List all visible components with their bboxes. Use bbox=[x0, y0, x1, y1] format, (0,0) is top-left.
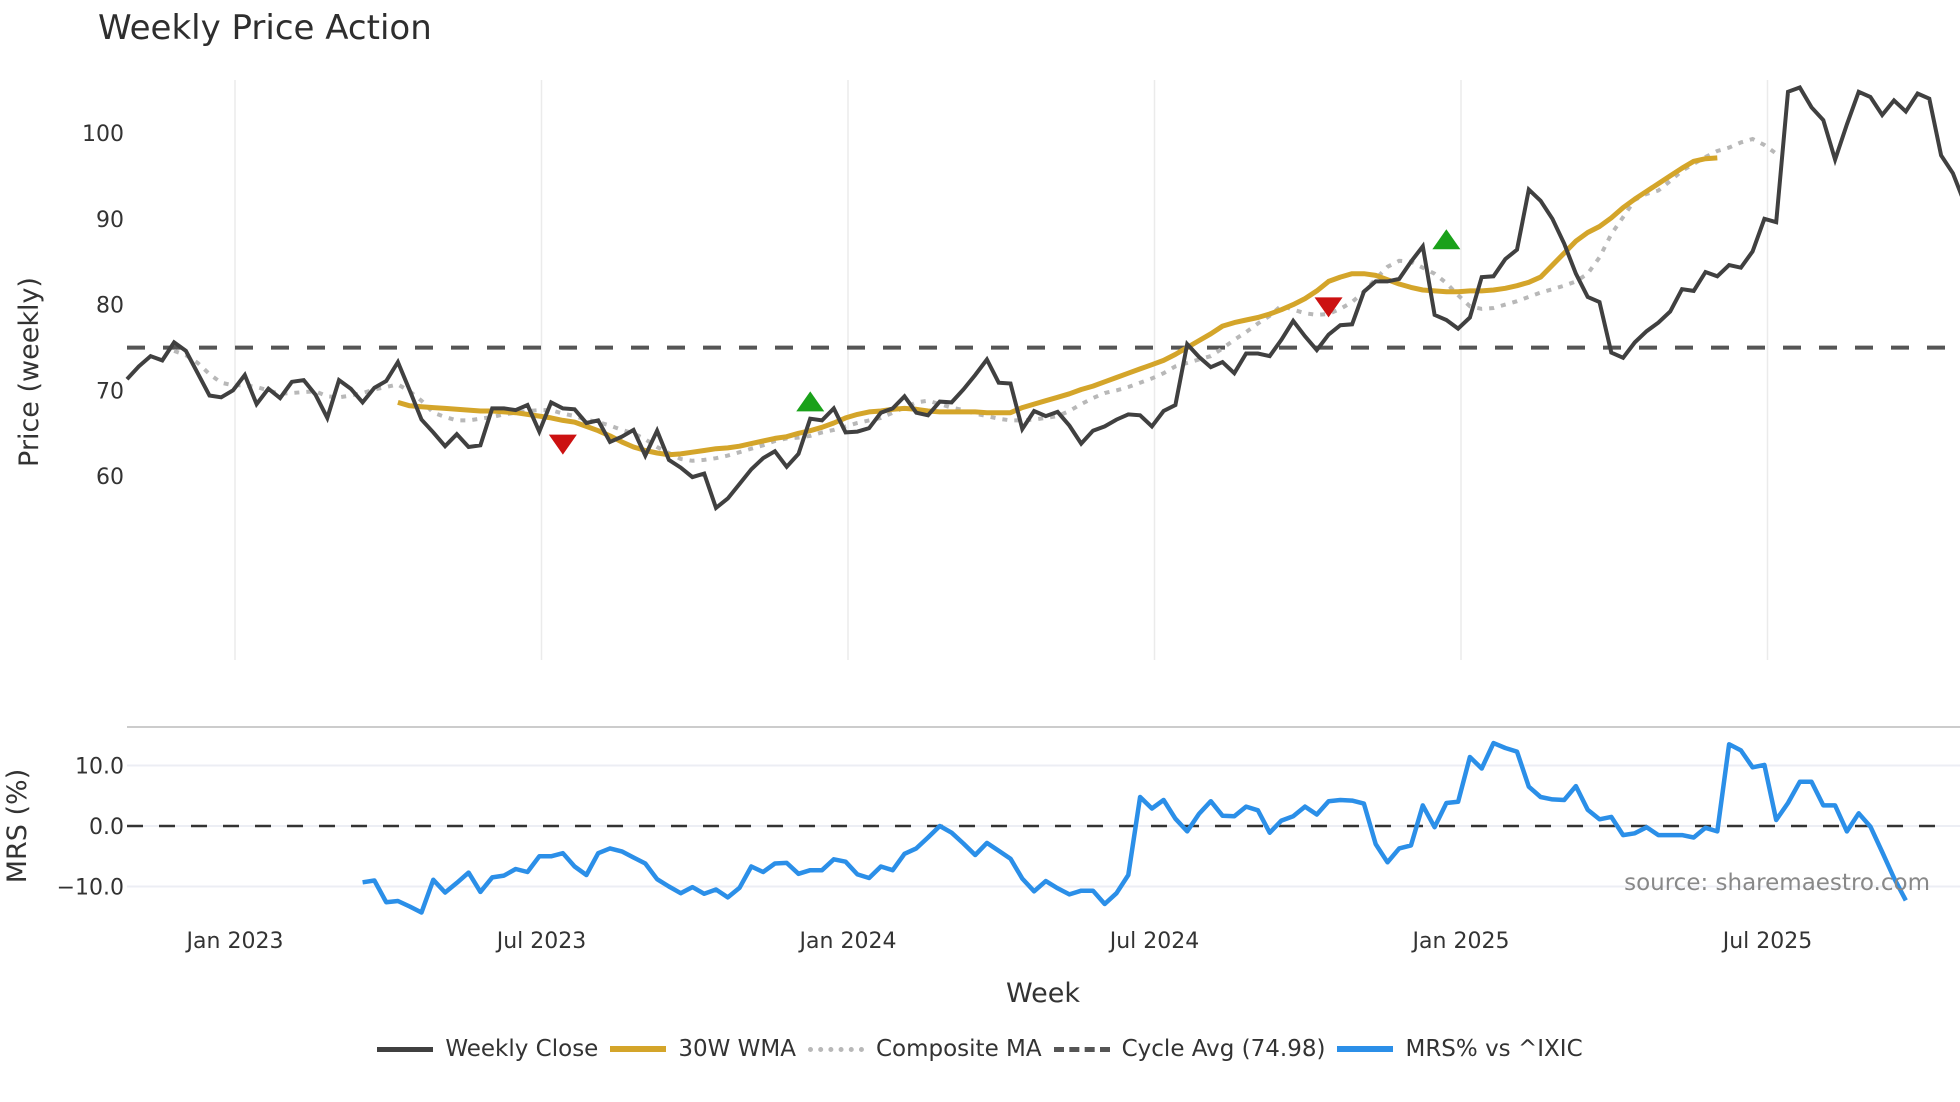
legend-label: Weekly Close bbox=[445, 1036, 599, 1062]
x-tick-label: Jul 2023 bbox=[495, 929, 587, 954]
y-tick-label: 70 bbox=[96, 379, 124, 404]
price-series-group bbox=[125, 85, 1960, 512]
legend-item-30w-wma[interactable]: 30W WMA bbox=[610, 1036, 796, 1062]
legend-label: Cycle Avg (74.98) bbox=[1121, 1036, 1326, 1062]
x-tick-label: Jan 2023 bbox=[185, 929, 284, 954]
legend-item-mrs[interactable]: MRS% vs ^IXIC bbox=[1337, 1036, 1583, 1062]
mrs-series-group bbox=[127, 740, 1945, 915]
y-tick-label: 10.0 bbox=[75, 755, 124, 780]
x-tick-label: Jan 2024 bbox=[798, 929, 897, 954]
price-y-axis: 60 70 80 90 100 bbox=[82, 122, 124, 490]
weekly-close-line bbox=[125, 85, 1960, 512]
y-tick-label: 90 bbox=[96, 208, 124, 233]
legend-label: Composite MA bbox=[875, 1036, 1042, 1062]
legend-swatch-composite-ma bbox=[807, 1046, 864, 1052]
buy-signal-icon bbox=[1432, 229, 1461, 250]
y-tick-label: 100 bbox=[82, 122, 124, 147]
x-axis-label: Week bbox=[1006, 978, 1080, 1009]
legend-item-composite-ma[interactable]: Composite MA bbox=[807, 1036, 1042, 1062]
mrs-y-axis: −10.0 0.0 10.0 bbox=[57, 755, 1960, 901]
x-tick-label: Jul 2025 bbox=[1721, 929, 1813, 954]
x-tick-label: Jan 2025 bbox=[1411, 929, 1510, 954]
chart-title: Weekly Price Action bbox=[98, 8, 432, 48]
mrs-line bbox=[362, 740, 1908, 915]
x-tick-label: Jul 2024 bbox=[1108, 929, 1200, 954]
sell-signal-icon bbox=[548, 434, 577, 455]
y-tick-label: 0.0 bbox=[89, 815, 124, 840]
y-tick-label: 60 bbox=[96, 465, 124, 490]
x-axis: Jan 2023 Jul 2023 Jan 2024 Jul 2024 Jan 2025… bbox=[185, 929, 1813, 954]
chart-legend: Weekly Close 30W WMA Composite MA Cycle … bbox=[0, 1036, 1960, 1062]
legend-swatch-weekly-close bbox=[377, 1046, 434, 1052]
legend-item-cycle-avg[interactable]: Cycle Avg (74.98) bbox=[1053, 1036, 1326, 1062]
legend-swatch-cycle-avg bbox=[1053, 1046, 1110, 1052]
price-y-axis-label: Price (weekly) bbox=[14, 277, 45, 467]
sell-signal-icon bbox=[1314, 297, 1343, 318]
buy-signal-icon bbox=[796, 391, 825, 412]
legend-item-weekly-close[interactable]: Weekly Close bbox=[377, 1036, 598, 1062]
legend-swatch-30w-wma bbox=[610, 1046, 667, 1052]
vertical-gridlines bbox=[234, 80, 1769, 660]
legend-label: MRS% vs ^IXIC bbox=[1405, 1036, 1583, 1062]
mrs-y-axis-label: MRS (%) bbox=[2, 769, 33, 884]
y-tick-label: 80 bbox=[96, 294, 124, 319]
legend-label: 30W WMA bbox=[678, 1036, 796, 1062]
legend-swatch-mrs bbox=[1337, 1046, 1394, 1052]
y-tick-label: −10.0 bbox=[57, 876, 124, 901]
source-attribution: source: sharemaestro.com bbox=[1624, 870, 1930, 896]
composite-ma-line bbox=[173, 136, 1778, 463]
signal-markers bbox=[548, 229, 1461, 455]
